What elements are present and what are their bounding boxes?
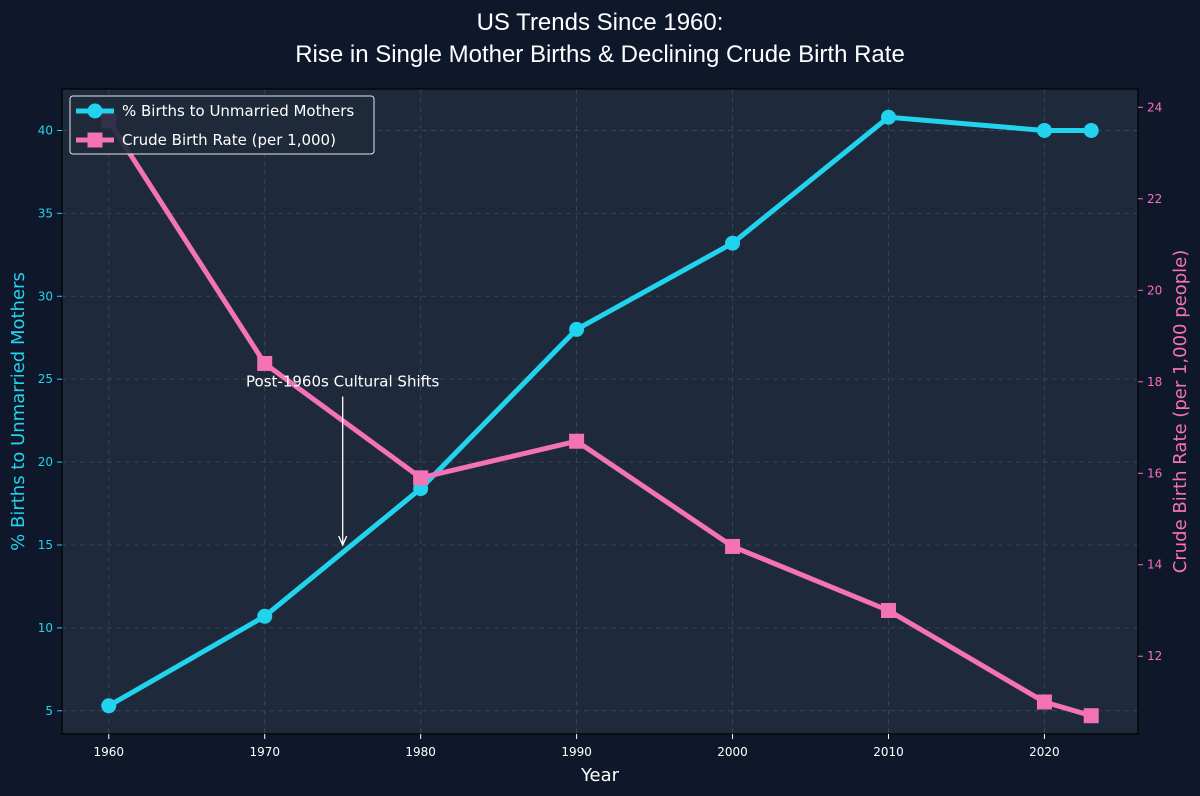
chart-title: US Trends Since 1960: — [477, 9, 724, 36]
legend: % Births to Unmarried Mothers Crude Birth… — [69, 95, 375, 155]
data-point-square — [257, 355, 273, 371]
data-point-circle — [1036, 122, 1052, 138]
x-tick-label: 1970 — [249, 745, 280, 759]
y-left-tick-label: 40 — [38, 123, 53, 137]
data-point-circle — [725, 235, 741, 251]
x-tick-label: 1980 — [405, 745, 436, 759]
series-line-1 — [106, 114, 1094, 709]
legend-marker-square — [87, 132, 103, 148]
series-layer — [101, 109, 1099, 724]
data-point-square — [1083, 708, 1099, 724]
data-point-square — [569, 433, 585, 449]
x-tick-label: 2020 — [1029, 745, 1060, 759]
y-left-tick-label: 5 — [45, 704, 53, 718]
data-point-circle — [1083, 122, 1099, 138]
annotation-layer: Post-1960s Cultural Shifts — [246, 372, 440, 547]
y-left-tick-label: 35 — [38, 206, 53, 220]
y-right-tick-label: 24 — [1147, 100, 1162, 114]
data-point-circle — [101, 698, 117, 714]
y-left-tick-label: 20 — [38, 455, 53, 469]
x-tick-label: 1990 — [561, 745, 592, 759]
y-right-tick-label: 22 — [1147, 192, 1162, 206]
x-tick-label: 1960 — [94, 745, 125, 759]
axes-layer: 1960 1970 1980 1990 2000 2010 2020 5 10 15 20 25 30 3… — [38, 100, 1163, 759]
legend-label-1: % Births to Unmarried Mothers — [122, 102, 354, 120]
data-point-square — [1036, 694, 1052, 710]
plot-area — [62, 89, 1138, 734]
series-line-2 — [106, 118, 1094, 719]
legend-label-2: Crude Birth Rate (per 1,000) — [122, 131, 336, 149]
y-axis-right-label: Crude Birth Rate (per 1,000 people) — [1170, 250, 1191, 573]
y-right-tick-label: 16 — [1147, 466, 1162, 480]
data-point-circle — [257, 608, 273, 624]
legend-marker-circle — [87, 103, 103, 119]
x-axis-label: Year — [580, 765, 620, 786]
y-right-tick-label: 18 — [1147, 375, 1162, 389]
data-point-square — [413, 470, 429, 486]
x-tick-label: 2010 — [873, 745, 904, 759]
legend-box — [69, 95, 375, 155]
x-tick-label: 2000 — [717, 745, 748, 759]
y-left-tick-label: 30 — [38, 289, 53, 303]
data-point-square — [725, 538, 741, 554]
y-axis-left-label: % Births to Unmarried Mothers — [8, 272, 29, 551]
data-point-circle — [569, 321, 585, 337]
chart-subtitle: Rise in Single Mother Births & Declining… — [295, 41, 905, 68]
annotation-arrow-head — [338, 535, 348, 547]
y-left-tick-label: 15 — [38, 538, 53, 552]
data-point-circle — [880, 109, 896, 125]
annotation-label: Post-1960s Cultural Shifts — [246, 372, 439, 390]
y-right-tick-label: 20 — [1147, 283, 1162, 297]
y-right-tick-label: 14 — [1147, 558, 1162, 572]
y-left-tick-label: 10 — [38, 621, 53, 635]
plot-frame — [61, 88, 1139, 735]
y-right-tick-label: 12 — [1147, 649, 1162, 663]
data-point-square — [880, 602, 896, 618]
y-left-tick-label: 25 — [38, 372, 53, 386]
